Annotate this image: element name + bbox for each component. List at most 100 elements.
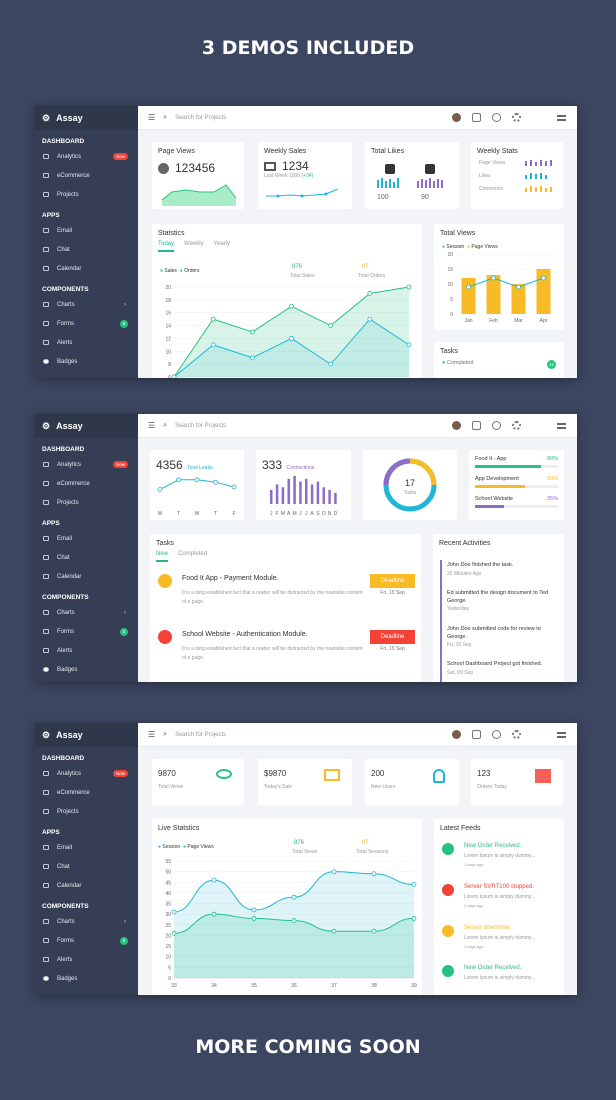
avatar[interactable] (452, 421, 461, 430)
sidebar-item-alerts[interactable]: Alerts (35, 950, 138, 969)
sidebar-item-badges[interactable]: Badges (35, 660, 138, 679)
facebook-icon[interactable] (385, 164, 395, 174)
list-icon[interactable] (557, 731, 566, 738)
sidebar-item-chat[interactable]: Chat (35, 857, 138, 876)
facebook-count: 100 (377, 194, 389, 201)
menu-icon[interactable]: ☰ (148, 113, 156, 122)
gear-icon[interactable] (512, 113, 521, 122)
total-sessions-kpi: 87 (362, 840, 369, 846)
data-point (331, 869, 337, 875)
sidebar-item-forms[interactable]: Forms 5 (35, 314, 138, 333)
feed-2[interactable]: Server SVRT100 stopped. (464, 884, 534, 890)
sidebar-item-calendar[interactable]: Calendar (35, 876, 138, 895)
sidebar-item-charts[interactable]: Charts › (35, 295, 138, 314)
avatar[interactable] (452, 113, 461, 122)
activity-3: John Doe submitted code for review to Ge… (447, 626, 541, 640)
circle-icon (43, 359, 49, 364)
section-dashboard: DASHBOARD (42, 755, 85, 762)
tasks-donut (383, 458, 437, 512)
calendar-icon (43, 883, 49, 888)
search-icon[interactable]: ⌕ (163, 421, 168, 429)
tab-completed[interactable]: Completed (178, 551, 208, 557)
sidebar-item-chat[interactable]: Chat (35, 240, 138, 259)
y-tick-label: 40 (165, 891, 171, 897)
task-2-title[interactable]: School Website - Authentication Module. (182, 631, 308, 638)
sidebar-item-ecommerce[interactable]: eCommerce (35, 783, 138, 802)
sidebar-item-forms[interactable]: Forms 5 (35, 622, 138, 641)
demo-3: ⚙ Assay DASHBOARD Analytics New eCommerce … (35, 723, 577, 995)
gear-icon[interactable] (512, 730, 521, 739)
search-input[interactable]: Search for Projects (175, 731, 227, 738)
brand[interactable]: ⚙ Assay (35, 414, 138, 438)
sidebar-item-alerts[interactable]: Alerts (35, 333, 138, 352)
statistics-chart: 6 8 10 12 14 16 18 20 (165, 284, 412, 378)
sidebar-item-badges[interactable]: Badges (35, 969, 138, 988)
y-tick-label: 30 (165, 912, 171, 918)
page-views-sparkline (161, 184, 237, 206)
connection-bar (322, 487, 325, 504)
feed-4[interactable]: New Order Received. (464, 965, 522, 971)
feed-1[interactable]: New Order Received. (464, 843, 522, 849)
bell-icon[interactable] (492, 730, 501, 739)
list-icon[interactable] (557, 422, 566, 429)
forms-badge: 5 (120, 936, 128, 945)
bar-chart-icon (43, 610, 49, 615)
cloud-icon (442, 884, 454, 896)
brand[interactable]: ⚙ Assay (35, 106, 138, 130)
donut-value: 17 (404, 478, 415, 488)
sidebar-item-analytics[interactable]: Analytics New (35, 455, 138, 474)
chat-icon (43, 555, 49, 560)
tab-today[interactable]: Today (158, 241, 175, 252)
sidebar-item-forms[interactable]: Forms 5 (35, 931, 138, 950)
search-icon[interactable]: ⌕ (163, 113, 168, 121)
sidebar-item-charts[interactable]: Charts › (35, 912, 138, 931)
sidebar-item-calendar[interactable]: Calendar (35, 259, 138, 278)
feed-3[interactable]: Server downtime. (464, 925, 511, 931)
twitter-icon[interactable] (425, 164, 435, 174)
bell-icon[interactable] (492, 421, 501, 430)
sidebar-item-alerts[interactable]: Alerts (35, 641, 138, 660)
tab-yearly[interactable]: Yearly (213, 241, 231, 247)
search-input[interactable]: Search for Projects (175, 422, 227, 429)
search-input[interactable]: Search for Projects (175, 114, 227, 121)
sidebar-item-badges[interactable]: Badges (35, 352, 138, 371)
y-tick-label: 0 (450, 312, 453, 318)
task-1-title[interactable]: Food It App - Payment Module. (182, 575, 279, 582)
menu-icon[interactable]: ☰ (148, 730, 156, 739)
task-completed[interactable]: Completed (446, 360, 474, 366)
progress-fill (475, 485, 525, 488)
x-tick-label: 39 (411, 983, 417, 989)
sidebar-item-calendar[interactable]: Calendar (35, 567, 138, 586)
sidebar-item-email[interactable]: Email (35, 529, 138, 548)
search-icon[interactable]: ⌕ (163, 730, 168, 738)
chat-icon[interactable] (472, 421, 481, 430)
sidebar-item-email[interactable]: Email (35, 838, 138, 857)
connection-bar (328, 490, 331, 504)
sidebar-item-chat[interactable]: Chat (35, 548, 138, 567)
progress-value: 35% (546, 496, 558, 502)
sidebar-item-email[interactable]: Email (35, 221, 138, 240)
y-tick-label: 6 (168, 375, 171, 378)
chat-icon[interactable] (472, 730, 481, 739)
sidebar-item-projects[interactable]: Projects (35, 802, 138, 821)
sidebar-item-ecommerce[interactable]: eCommerce (35, 166, 138, 185)
y-tick-label: 20 (165, 933, 171, 939)
sidebar-item-analytics[interactable]: Analytics New (35, 764, 138, 783)
gear-icon[interactable] (512, 421, 521, 430)
brand[interactable]: ⚙ Assay (35, 723, 138, 747)
sidebar-item-projects[interactable]: Projects (35, 493, 138, 512)
sidebar-item-projects[interactable]: Projects (35, 185, 138, 204)
tab-weekly[interactable]: Weekly (184, 241, 204, 247)
tab-new[interactable]: New (156, 551, 169, 562)
chat-icon[interactable] (472, 113, 481, 122)
y-tick-label: 8 (168, 362, 171, 368)
sidebar-item-ecommerce[interactable]: eCommerce (35, 474, 138, 493)
boxes-icon (535, 769, 551, 783)
sidebar-item-analytics[interactable]: Analytics New (35, 147, 138, 166)
list-icon[interactable] (557, 114, 566, 121)
bell-icon[interactable] (492, 113, 501, 122)
sidebar-item-charts[interactable]: Charts › (35, 603, 138, 622)
x-tick-label: 35 (251, 983, 257, 989)
menu-icon[interactable]: ☰ (148, 421, 156, 430)
avatar[interactable] (452, 730, 461, 739)
